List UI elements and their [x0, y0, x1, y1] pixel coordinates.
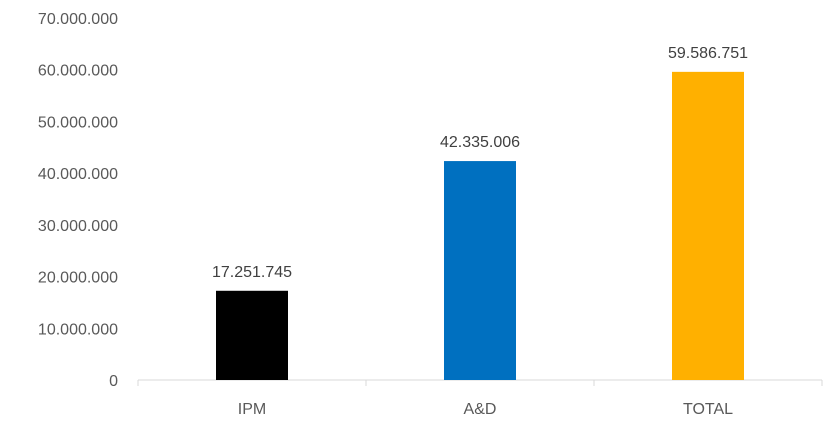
- y-tick-label: 40.000.000: [38, 166, 118, 183]
- x-category-label: TOTAL: [683, 401, 733, 418]
- y-tick-label: 0: [109, 373, 118, 390]
- bar-value-label: 59.586.751: [668, 45, 748, 62]
- y-tick-label: 10.000.000: [38, 321, 118, 338]
- x-axis: IPM A&D TOTAL: [137, 379, 823, 418]
- y-tick-label: 50.000.000: [38, 114, 118, 131]
- bar-ipm: [216, 290, 288, 380]
- data-labels: 17.251.745 42.335.006 59.586.751: [212, 45, 748, 281]
- bar-a-d: [444, 161, 516, 380]
- y-tick-label: 20.000.000: [38, 270, 118, 287]
- bars: [216, 71, 744, 380]
- x-category-label: A&D: [464, 401, 497, 418]
- bar-value-label: 17.251.745: [212, 264, 292, 281]
- y-tick-label: 60.000.000: [38, 63, 118, 80]
- y-tick-label: 30.000.000: [38, 218, 118, 235]
- y-axis: 0 10.000.000 20.000.000 30.000.000 40.000.00…: [38, 11, 118, 390]
- x-category-label: IPM: [238, 401, 266, 418]
- bar-value-label: 42.335.006: [440, 134, 520, 151]
- y-tick-label: 70.000.000: [38, 11, 118, 28]
- bar-total: [672, 71, 744, 380]
